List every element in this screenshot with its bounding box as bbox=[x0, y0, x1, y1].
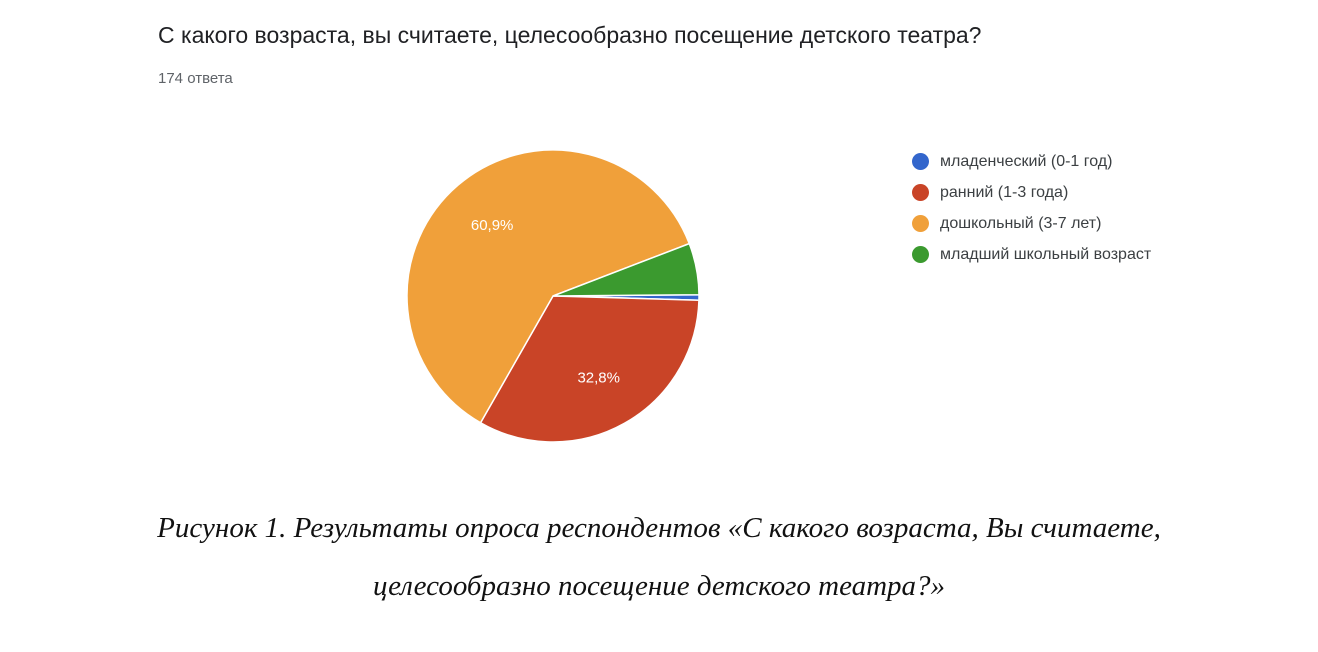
legend-label: дошкольный (3-7 лет) bbox=[940, 214, 1102, 232]
figure-caption-line-1: Рисунок 1. Результаты опроса респонденто… bbox=[157, 512, 1161, 544]
legend-item-2: ранний (1-3 года) bbox=[912, 177, 1151, 208]
legend-label: младший школьный возраст bbox=[940, 245, 1152, 263]
pie-slice-2 bbox=[479, 295, 700, 443]
legend-item-3: дошкольный (3-7 лет) bbox=[912, 208, 1151, 239]
legend-item-1: младенческий (0-1 год) bbox=[912, 146, 1151, 177]
response-count: 174 ответа bbox=[158, 70, 233, 87]
slice-data-label-3: 60,9% bbox=[471, 217, 514, 234]
legend-swatch-icon bbox=[912, 153, 929, 170]
pie-slice-3 bbox=[406, 149, 691, 424]
legend-item-4: младший школьный возраст bbox=[912, 239, 1151, 270]
legend-swatch-icon bbox=[912, 215, 929, 232]
slice-data-label-2: 32,8% bbox=[577, 369, 620, 386]
legend-label: младенческий (0-1 год) bbox=[940, 152, 1113, 170]
legend-swatch-icon bbox=[912, 246, 929, 263]
legend-swatch-icon bbox=[912, 184, 929, 201]
chart-legend: младенческий (0-1 год) ранний (1-3 года) д… bbox=[912, 146, 1151, 270]
pie-slice-4 bbox=[552, 242, 700, 297]
chart-title: С какого возраста, вы считаете, целесооб… bbox=[158, 22, 982, 48]
legend-label: ранний (1-3 года) bbox=[940, 183, 1069, 201]
figure-caption-line-2: целесообразно посещение детского театра?… bbox=[372, 570, 946, 602]
